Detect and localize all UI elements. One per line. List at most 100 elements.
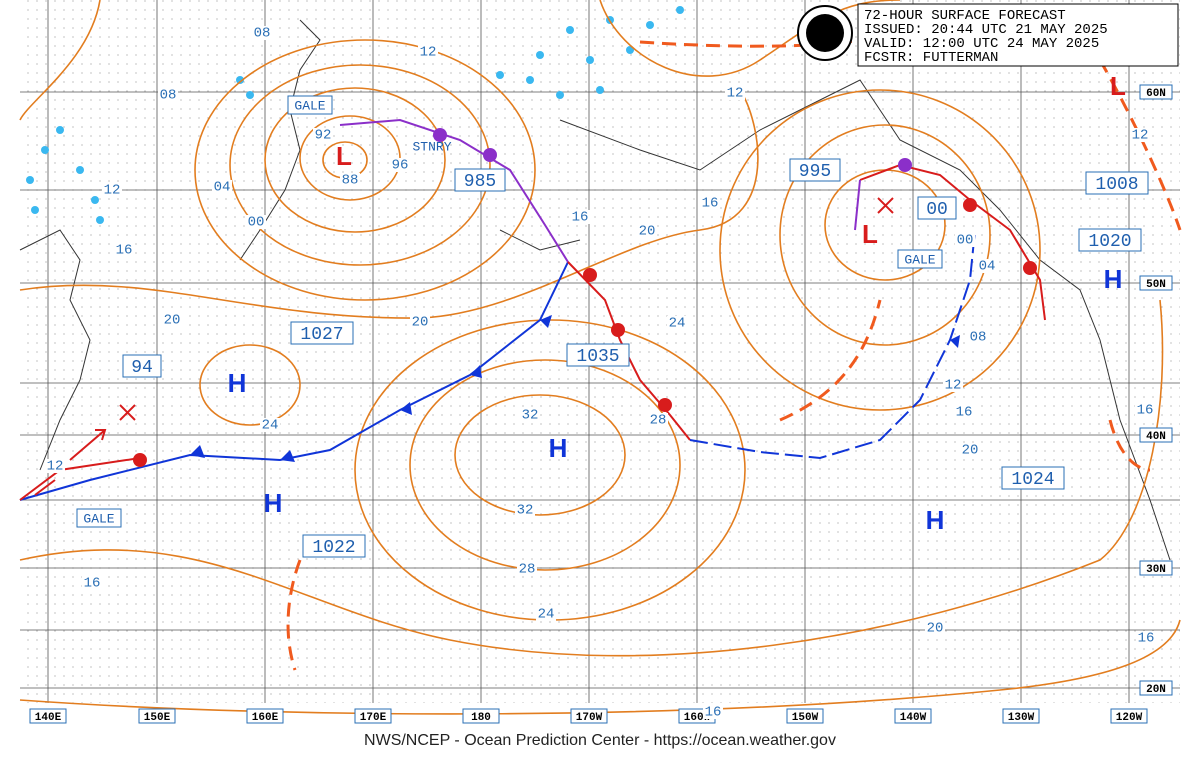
header-line: VALID: 12:00 UTC 24 MAY 2025 bbox=[864, 36, 1099, 52]
central-pressure-box bbox=[1078, 228, 1142, 252]
central-pressure: 1020 bbox=[1088, 232, 1131, 252]
gale-warning-box bbox=[287, 95, 333, 115]
central-pressure: 1022 bbox=[312, 538, 355, 558]
gale-warning: GALE bbox=[83, 511, 114, 526]
high-center: H bbox=[228, 368, 247, 398]
isobars bbox=[19, 0, 1181, 715]
central-pressure: 1024 bbox=[1011, 470, 1054, 490]
isobar-label: 88 bbox=[342, 173, 359, 189]
isobar-label: 16 bbox=[705, 705, 722, 721]
isobar-label-bg bbox=[517, 562, 537, 576]
isobar-label: 12 bbox=[945, 378, 962, 394]
header-line: 72-HOUR SURFACE FORECAST bbox=[864, 8, 1066, 24]
latitude-label: 50N bbox=[1146, 279, 1166, 291]
isobar-label: 12 bbox=[104, 183, 121, 199]
high-center: H bbox=[1104, 264, 1123, 294]
sea-ice bbox=[26, 6, 684, 224]
latitude-label-box bbox=[1139, 275, 1173, 291]
isobar-label-bg bbox=[648, 413, 668, 427]
header-line: FCSTR: FUTTERMAN bbox=[864, 50, 998, 66]
isobar-label-bg bbox=[82, 576, 102, 590]
isobar-label: 20 bbox=[412, 315, 429, 331]
isobar-label-bg bbox=[515, 503, 535, 517]
high-center: H bbox=[264, 488, 283, 518]
central-pressure-box bbox=[290, 321, 354, 345]
longitude-label-box bbox=[138, 708, 176, 724]
central-pressure-box bbox=[1085, 171, 1149, 195]
isobar-label: 08 bbox=[970, 330, 987, 346]
isobar-label: 28 bbox=[650, 413, 667, 429]
low-center: L bbox=[336, 141, 352, 171]
central-pressure-box bbox=[454, 168, 506, 192]
isobar-label-bg bbox=[158, 88, 178, 102]
isobar-label: 12 bbox=[420, 45, 437, 61]
longitude-label-box bbox=[462, 708, 500, 724]
isobar-label-bg bbox=[1136, 631, 1156, 645]
high-center: H bbox=[549, 433, 568, 463]
isobar-label-bg bbox=[703, 705, 723, 719]
low-center: L bbox=[862, 219, 878, 249]
isobar-label: 96 bbox=[392, 158, 409, 174]
isobar-label-bg bbox=[114, 243, 134, 257]
isobar-label-bg bbox=[725, 86, 745, 100]
central-pressure: 94 bbox=[131, 358, 153, 378]
longitude-label-box bbox=[1002, 708, 1040, 724]
longitude-label: 170W bbox=[576, 712, 603, 724]
isobar-label-bg bbox=[520, 408, 540, 422]
isobar-label: 16 bbox=[1137, 403, 1154, 419]
isobar-label: 20 bbox=[927, 621, 944, 637]
isobar-label: 16 bbox=[1138, 631, 1155, 647]
isobar-label-bg bbox=[246, 215, 266, 229]
isobar-label: 20 bbox=[962, 443, 979, 459]
longitude-label-box bbox=[1110, 708, 1148, 724]
isobar-label-bg bbox=[252, 26, 272, 40]
longitude-label: 140W bbox=[900, 712, 927, 724]
central-pressure-box bbox=[566, 343, 630, 367]
longitude-label-box bbox=[894, 708, 932, 724]
isobar-label-bg bbox=[977, 259, 997, 273]
isobar-label: 00 bbox=[957, 233, 974, 249]
isobar-label-bg bbox=[955, 233, 975, 247]
isobar-label-bg bbox=[102, 183, 122, 197]
latitude-label-box bbox=[1139, 560, 1173, 576]
isobar-label-bg bbox=[943, 378, 963, 392]
longitude-label-box bbox=[570, 708, 608, 724]
header-box bbox=[857, 3, 1179, 67]
isobar-label: 32 bbox=[517, 503, 534, 519]
isobar-label: 28 bbox=[519, 562, 536, 578]
isobar-label: 12 bbox=[1132, 128, 1149, 144]
central-pressure: 985 bbox=[464, 172, 496, 192]
longitude-label: 150W bbox=[792, 712, 819, 724]
central-pressure-box bbox=[122, 354, 162, 378]
isobar-label: 20 bbox=[164, 313, 181, 329]
longitude-label-box bbox=[246, 708, 284, 724]
front-label: STNRY bbox=[412, 139, 451, 154]
longitude-label: 170E bbox=[360, 712, 387, 724]
isobar-label: 08 bbox=[254, 26, 271, 42]
central-pressure-box bbox=[1001, 466, 1065, 490]
isobar-label: 20 bbox=[639, 224, 656, 240]
isobar-label-bg bbox=[667, 316, 687, 330]
latitude-label: 30N bbox=[1146, 564, 1166, 576]
central-pressure-box bbox=[789, 158, 841, 182]
longitude-label: 160E bbox=[252, 712, 279, 724]
isobar-label: 16 bbox=[702, 196, 719, 212]
isobar-label-bg bbox=[418, 45, 438, 59]
isobar-label-bg bbox=[536, 607, 556, 621]
front-symbols bbox=[133, 128, 1037, 467]
isobar-label: 00 bbox=[248, 215, 265, 231]
isobar-label-bg bbox=[45, 459, 65, 473]
central-pressure: 1027 bbox=[300, 325, 343, 345]
isobar-label-bg bbox=[700, 196, 720, 210]
gale-warning: GALE bbox=[904, 252, 935, 267]
arrows bbox=[34, 197, 894, 496]
isobar-label-bg bbox=[1130, 128, 1150, 142]
isobar-label-bg bbox=[925, 621, 945, 635]
isobar-label: 04 bbox=[979, 259, 996, 275]
isobar-label-bg bbox=[637, 224, 657, 238]
isobar-label: 24 bbox=[669, 316, 686, 332]
isobar-label-bg bbox=[212, 180, 232, 194]
latitude-label: 20N bbox=[1146, 684, 1166, 696]
isobar-label-bg bbox=[968, 330, 988, 344]
